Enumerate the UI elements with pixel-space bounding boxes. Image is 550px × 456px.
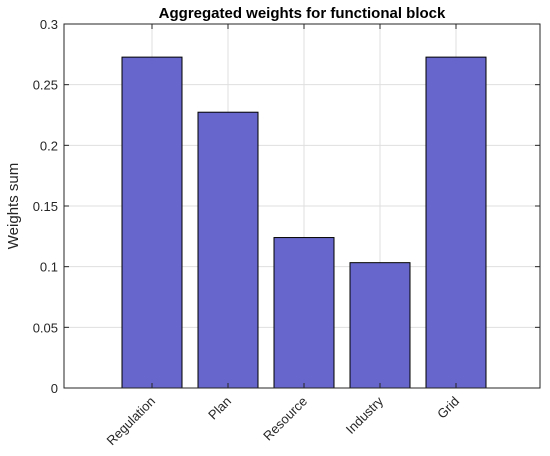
bar-grid — [425, 56, 487, 389]
y-tick-label: 0.1 — [40, 260, 58, 275]
bar-industry — [349, 262, 411, 389]
y-axis-ticks: 0 0.05 0.1 0.15 0.2 0.25 0.3 — [33, 17, 540, 396]
bar-plan — [197, 111, 259, 389]
bars — [121, 56, 487, 389]
y-tick-label: 0.25 — [33, 78, 58, 93]
y-axis-label: Weights sum — [5, 163, 22, 249]
y-tick-label: 0.15 — [33, 199, 58, 214]
bar-resource — [273, 237, 335, 389]
y-tick-label: 0.05 — [33, 320, 58, 335]
chart-title: Aggregated weights for functional block — [159, 5, 446, 22]
y-tick-label: 0 — [51, 381, 58, 396]
bar-regulation — [121, 56, 183, 389]
y-tick-label: 0.3 — [40, 17, 58, 32]
y-tick-label: 0.2 — [40, 138, 58, 153]
